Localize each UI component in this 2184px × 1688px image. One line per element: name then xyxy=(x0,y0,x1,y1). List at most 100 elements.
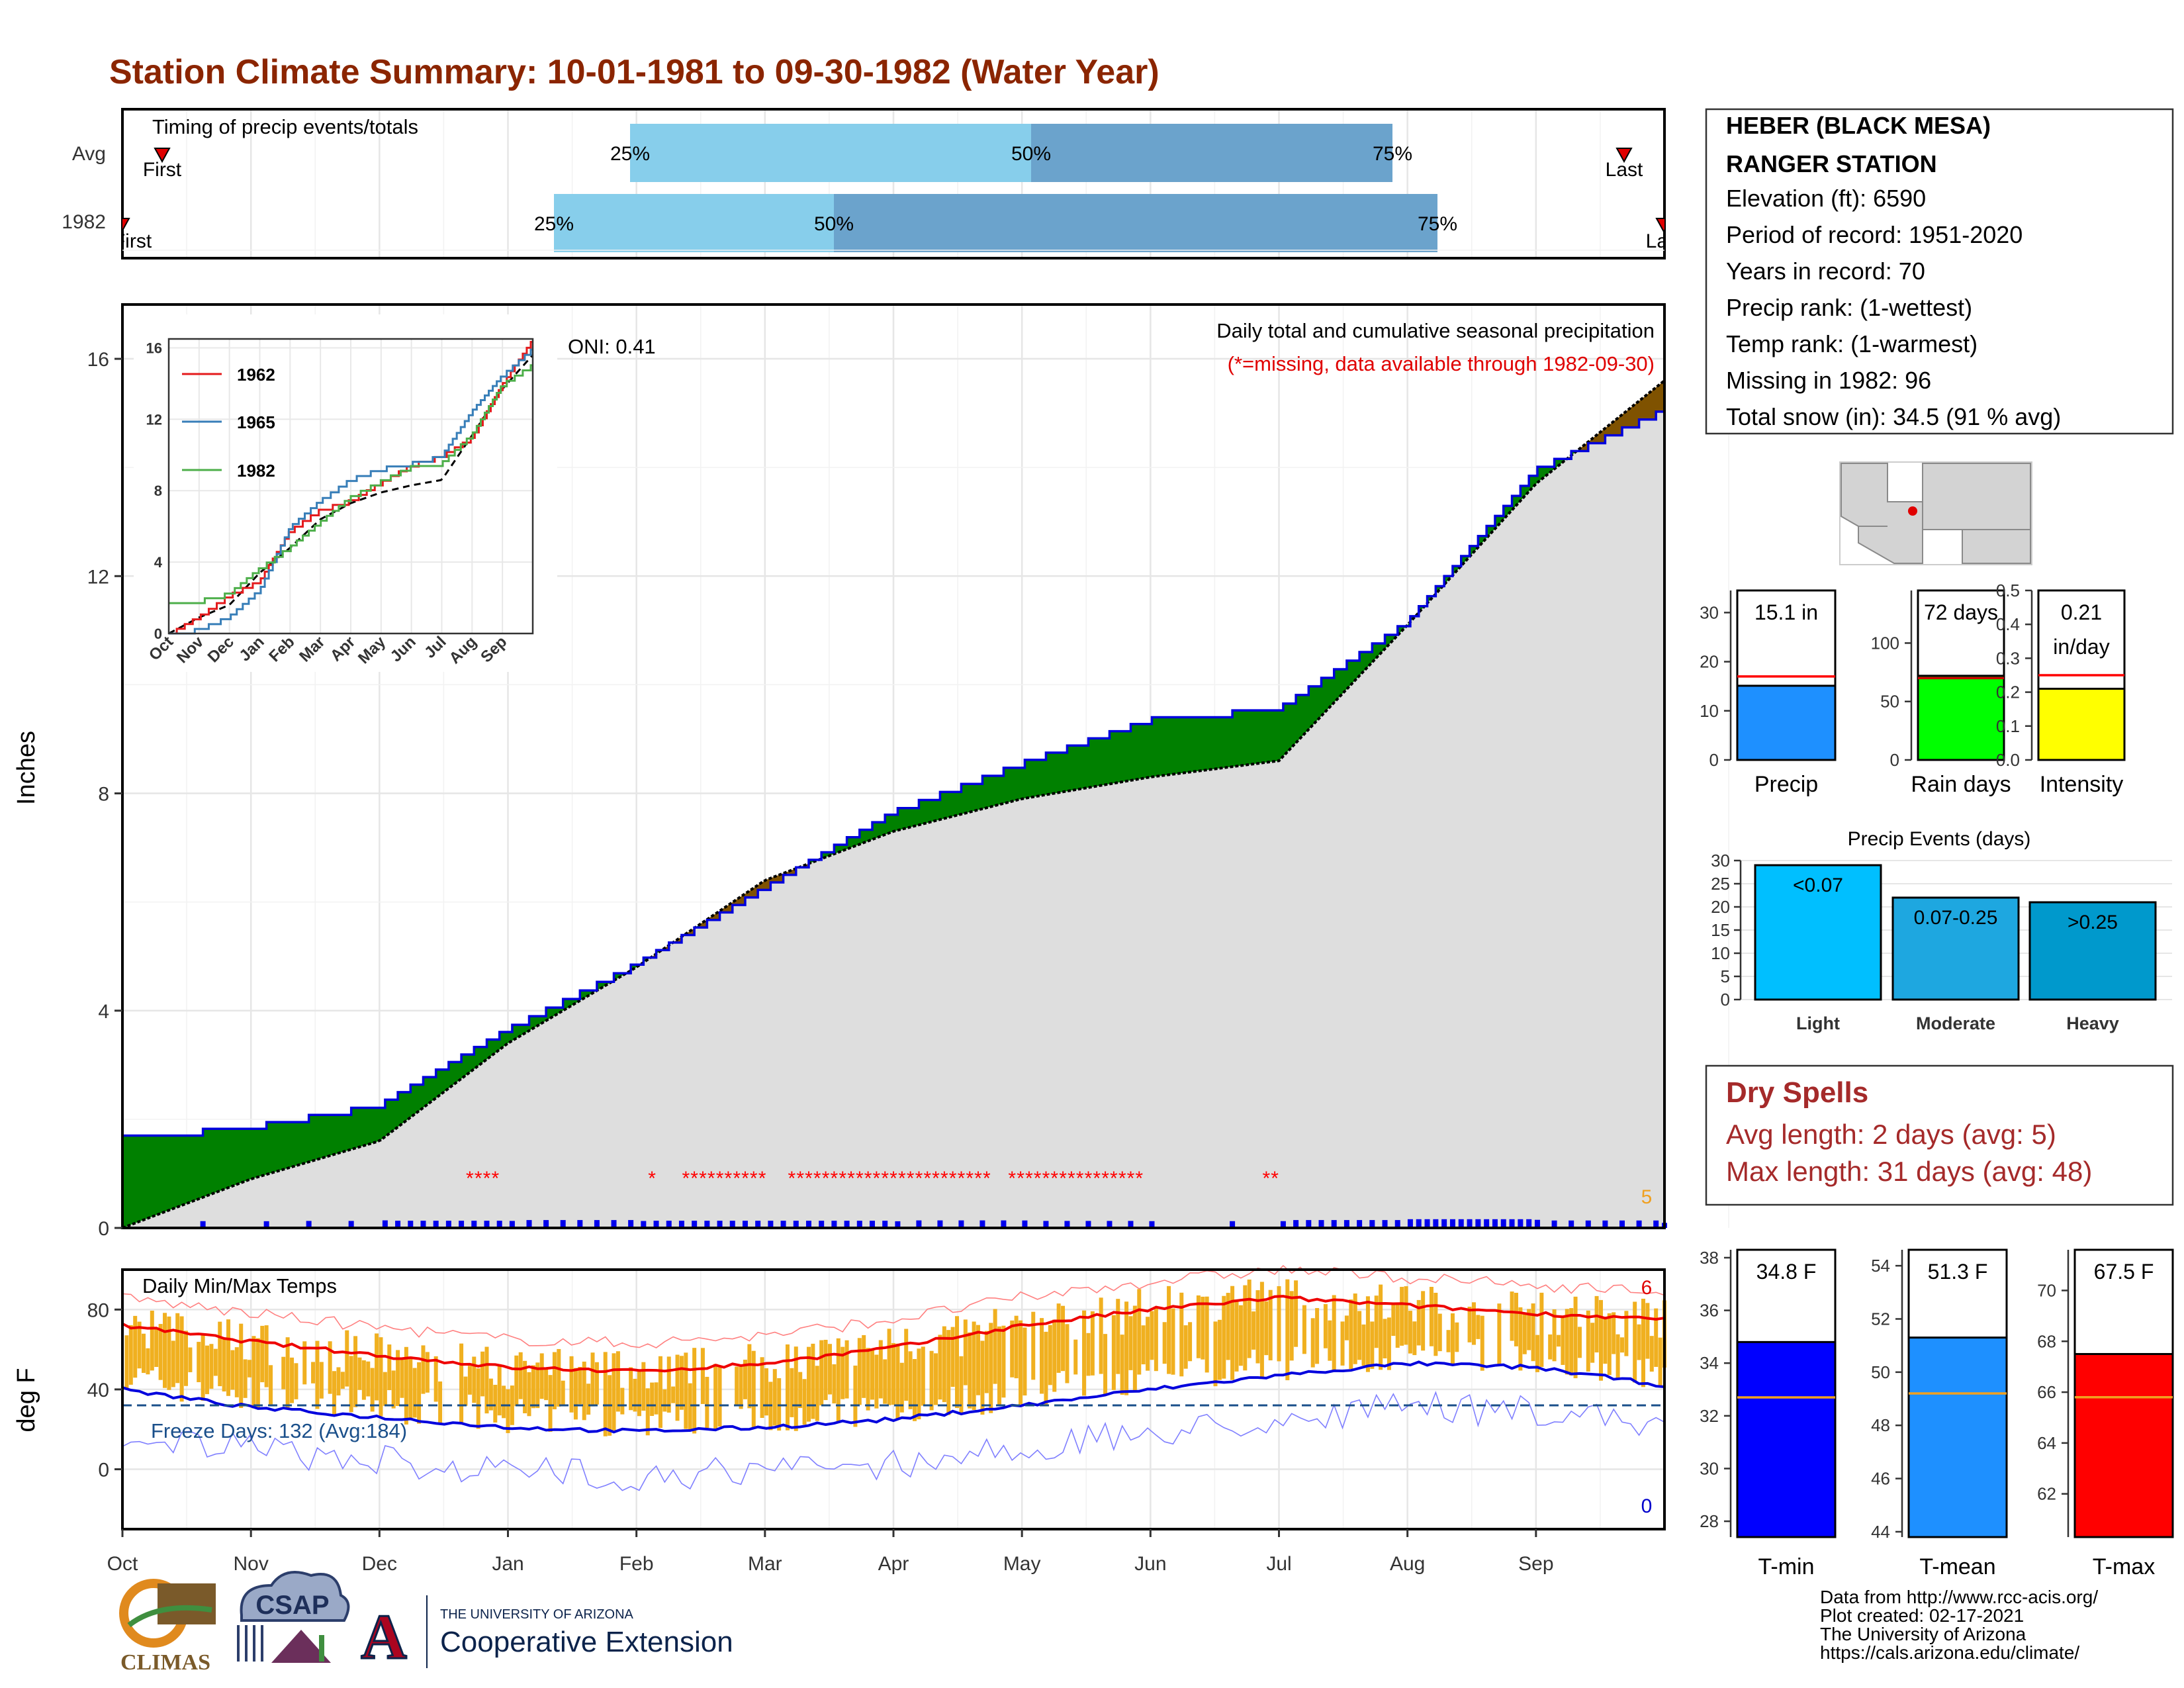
missing-marker: * xyxy=(813,1168,821,1190)
month-label: Oct xyxy=(107,1553,138,1575)
daily-temp-bar xyxy=(679,1356,684,1410)
daily-precip-bar xyxy=(611,1220,617,1228)
daily-temp-bar xyxy=(637,1369,641,1417)
daily-temp-bar xyxy=(1590,1323,1595,1363)
daily-temp-bar xyxy=(1264,1301,1269,1356)
station-name-2: RANGER STATION xyxy=(1726,150,1937,177)
inset-frame xyxy=(167,338,534,635)
missing-marker: * xyxy=(796,1168,804,1190)
intensity-value-unit: in/day xyxy=(2053,635,2109,659)
daily-temp-bar xyxy=(328,1341,332,1394)
daily-precip-bar xyxy=(869,1221,875,1228)
missing-marker: * xyxy=(716,1168,724,1190)
daily-temp-bar xyxy=(1179,1292,1184,1377)
daily-temp-bar xyxy=(1234,1299,1239,1372)
y-tick-label: 80 xyxy=(87,1299,109,1321)
daily-precip-bar xyxy=(1416,1219,1422,1228)
daily-temp-bar xyxy=(1251,1311,1256,1350)
daily-temp-bar xyxy=(433,1356,438,1402)
daily-temp-bar xyxy=(772,1369,777,1426)
record-high-line xyxy=(122,1264,1665,1349)
daily-temp-bar xyxy=(1400,1287,1404,1346)
daily-temp-bar xyxy=(573,1368,578,1420)
daily-temp-bar xyxy=(633,1378,637,1412)
raindays-tick-label: 50 xyxy=(1880,692,1899,712)
timing-frame xyxy=(121,108,1666,259)
daily-temp-bar xyxy=(218,1321,222,1387)
daily-temp-bar xyxy=(921,1346,925,1406)
daily-temp-bar xyxy=(1052,1319,1057,1392)
intensity-tick-label: 0.0 xyxy=(1996,750,2020,770)
avg-pct50: 50% xyxy=(1011,143,1051,165)
daily-temp-bar xyxy=(671,1386,676,1403)
daily-temp-bar xyxy=(950,1327,955,1387)
missing-marker: * xyxy=(873,1168,881,1190)
daily-temp-bar xyxy=(1383,1319,1387,1359)
daily-precip-bar xyxy=(979,1220,985,1228)
station-box xyxy=(1705,108,2174,435)
inset-line-1982 xyxy=(169,364,533,604)
daily-temp-bar xyxy=(264,1325,269,1387)
daily-temp-bar xyxy=(899,1362,904,1413)
daily-temp-bar xyxy=(1111,1315,1116,1390)
daily-temp-bar xyxy=(1243,1285,1248,1371)
daily-precip-bar xyxy=(856,1221,862,1228)
precip-corner-count: 5 xyxy=(1641,1186,1653,1208)
missing-marker: * xyxy=(1135,1168,1143,1190)
daily-precip-bar xyxy=(641,1221,647,1228)
y-tick-label: 0 xyxy=(98,1218,109,1240)
daily-temp-bar xyxy=(1213,1321,1218,1387)
daily-temp-bar xyxy=(1408,1311,1412,1354)
daily-temp-bar xyxy=(612,1353,616,1430)
daily-temp-bar xyxy=(175,1313,180,1383)
avg-last-marker xyxy=(1615,148,1633,164)
daily-temp-bar xyxy=(408,1356,413,1419)
daily-temp-bar xyxy=(1328,1320,1332,1361)
daily-temp-bar xyxy=(878,1340,883,1399)
daily-temp-bar xyxy=(1255,1290,1260,1364)
daily-temp-bar xyxy=(366,1361,371,1397)
daily-temp-bar xyxy=(1497,1303,1502,1366)
daily-temp-bar xyxy=(251,1336,256,1409)
daily-temp-bar xyxy=(976,1325,981,1395)
footer-university: The University of Arizona xyxy=(1820,1624,2026,1644)
daily-temp-bar xyxy=(1340,1321,1345,1366)
month-label: Nov xyxy=(233,1553,268,1575)
daily-precip-bar xyxy=(1449,1219,1455,1228)
daily-temp-bar xyxy=(1205,1296,1209,1373)
summary-bars: 0 10 20 30 15.1 in Precip 0 50 100 72 days Rain da… xyxy=(1700,581,2126,797)
location-map xyxy=(1839,461,2032,565)
precip-frame xyxy=(121,303,1666,1229)
daily-precip-bar xyxy=(1433,1219,1439,1228)
precip-panel: * * * * * * * * * * * * * * * * * * * * * * * * * * * * * * * * * * * * * * * *… xyxy=(13,250,1729,1240)
intensity-value-bar xyxy=(2037,687,2126,761)
inset-y-tick-label: 8 xyxy=(154,483,162,499)
missing-marker: * xyxy=(983,1168,991,1190)
daily-temp-bar xyxy=(179,1316,184,1402)
daily-precip-bar xyxy=(653,1221,659,1228)
daily-temp-bar xyxy=(319,1362,324,1399)
daily-temp-bar xyxy=(417,1362,422,1424)
daily-temp-bar xyxy=(747,1344,752,1409)
daily-temp-bar xyxy=(1510,1291,1514,1341)
daily-temp-bar xyxy=(1183,1325,1188,1369)
daily-temp-bar xyxy=(1162,1322,1167,1364)
tmax-tick-label: 70 xyxy=(2037,1280,2056,1300)
daily-precip-bar xyxy=(382,1220,388,1228)
daily-temp-bar xyxy=(841,1346,845,1399)
daily-temp-bar xyxy=(438,1381,443,1423)
daily-temp-bar xyxy=(823,1339,828,1401)
precip-label: Precip xyxy=(1754,772,1818,797)
daily-temp-bar xyxy=(1615,1334,1620,1379)
precip-missing-note: (*=missing, data available through 1982-… xyxy=(1228,352,1655,375)
daily-temp-bar xyxy=(552,1352,557,1409)
daily-temp-bar xyxy=(1467,1306,1472,1342)
missing-marker: * xyxy=(699,1168,707,1190)
daily-temp-bar xyxy=(1150,1311,1154,1360)
timing-panel: Timing of precip events/totals Avg 1982 … xyxy=(62,108,1729,259)
daily-temp-bar xyxy=(777,1378,782,1431)
missing-marker: * xyxy=(856,1168,864,1190)
daily-temp-bar xyxy=(480,1351,485,1397)
daily-temp-bar xyxy=(993,1309,997,1384)
daily-precip-bar xyxy=(408,1221,414,1228)
